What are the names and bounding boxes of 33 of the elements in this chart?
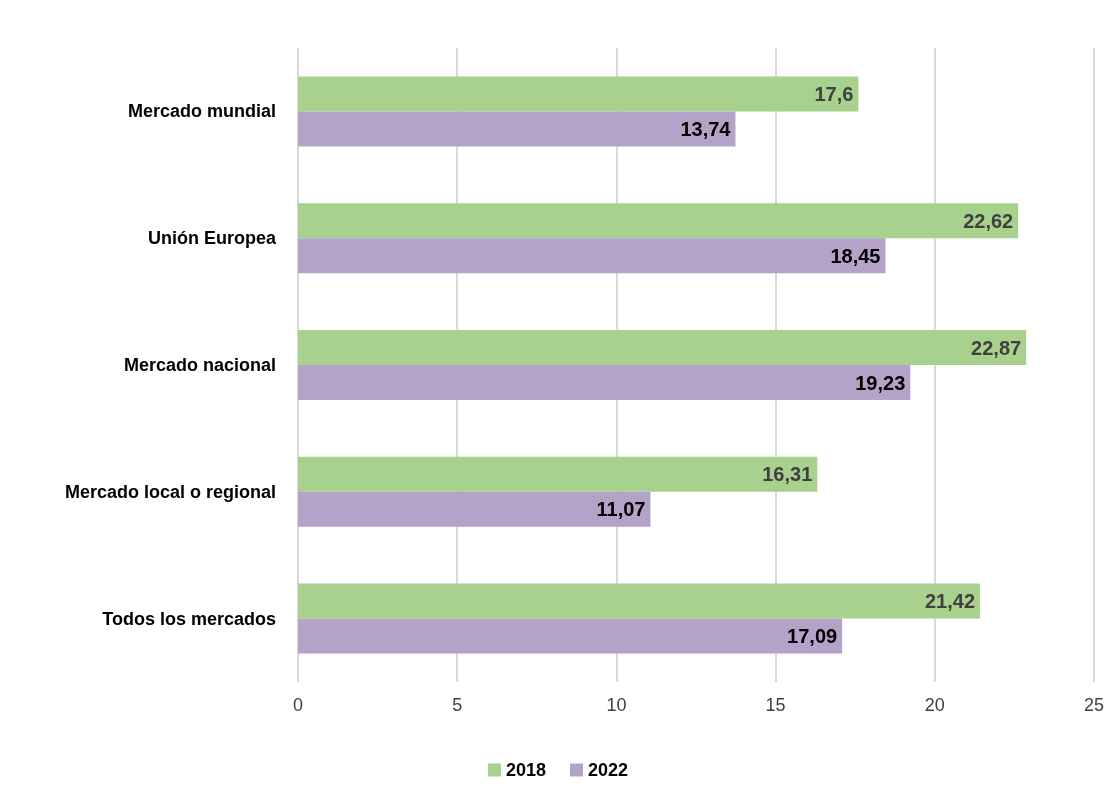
bar: [298, 618, 843, 654]
bar: [298, 583, 981, 619]
x-tick-label: 5: [452, 695, 463, 715]
y-tick-label: Mercado local o regional: [64, 481, 276, 502]
bar: [298, 330, 1027, 365]
data-label: 19,23: [855, 371, 906, 394]
bar: [298, 491, 651, 527]
bar: [298, 111, 736, 147]
y-tick-label: Todos los mercados: [102, 608, 276, 629]
bar: [298, 203, 1019, 239]
data-label: 16,31: [762, 463, 813, 486]
bar: [298, 76, 859, 112]
data-label: 21,42: [924, 590, 976, 613]
data-label: 22,87: [971, 336, 1022, 359]
bar: [298, 238, 886, 274]
y-tick-label: Mercado nacional: [123, 355, 276, 375]
y-tick-label: Mercado mundial: [127, 101, 276, 122]
data-label: 17,6: [814, 82, 854, 105]
x-tick-label: 20: [924, 695, 945, 715]
legend-label: 2022: [588, 760, 629, 780]
x-tick-label: 10: [606, 695, 627, 715]
data-label: 13,74: [680, 117, 732, 140]
x-tick-label: 0: [292, 695, 304, 715]
data-label: 18,45: [830, 244, 881, 267]
data-label: 17,09: [787, 625, 838, 648]
data-label: 11,07: [596, 498, 646, 521]
bar: [298, 456, 818, 492]
legend-label: 2018: [505, 760, 546, 780]
data-label: 22,62: [963, 209, 1014, 232]
y-tick-label: Unión Europea: [147, 228, 277, 249]
x-tick-label: 15: [765, 695, 786, 715]
x-tick-label: 25: [1083, 695, 1105, 715]
bar: [298, 365, 911, 400]
